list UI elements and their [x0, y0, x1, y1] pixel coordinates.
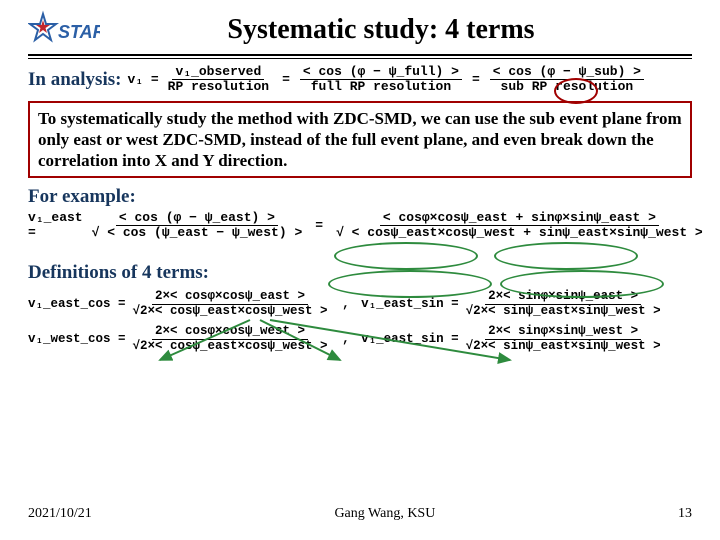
analysis-lhs: v₁ =	[127, 72, 158, 87]
analysis-frac-2: < cos (φ − ψ_full) > full RP resolution	[300, 65, 462, 95]
term2-lhs: v₁_east_sin =	[361, 297, 459, 311]
highlight-ellipse-sin1	[494, 242, 638, 270]
in-analysis-label: In analysis:	[28, 69, 121, 91]
term3-frac: 2×< cosφ×cosψ_west > √2×< cosψ_east×cosψ…	[130, 325, 331, 354]
rule-thin	[28, 58, 692, 59]
example-frac-1: < cos (φ − ψ_east) > √ < cos (ψ_east − ψ…	[89, 211, 306, 241]
slide-title: Systematic study: 4 terms	[70, 14, 692, 46]
highlight-ellipse-sin2	[500, 270, 664, 298]
highlight-ellipse-sub	[554, 78, 598, 104]
highlight-ellipse-cos2	[328, 270, 492, 298]
example-row: v₁_east = < cos (φ − ψ_east) > √ < cos (…	[28, 210, 692, 240]
example-frac-2: < cosφ×cosψ_east + sinφ×sinψ_east > √ < …	[333, 211, 706, 241]
terms-grid: v₁_east_cos = 2×< cosφ×cosψ_east > √2×< …	[28, 290, 692, 353]
example-lhs: v₁_east =	[28, 210, 83, 240]
term1-lhs: v₁_east_cos =	[28, 297, 126, 311]
equals-1: =	[282, 72, 290, 87]
equals-2: =	[472, 72, 480, 87]
svg-text:STAR: STAR	[58, 22, 100, 42]
callout-box: To systematically study the method with …	[28, 101, 692, 179]
term4-frac: 2×< sinφ×sinψ_west > √2×< sinψ_east×sinψ…	[463, 325, 664, 354]
equals-3: =	[315, 218, 323, 233]
for-example-label: For example:	[28, 186, 692, 208]
star-logo: STAR	[28, 10, 100, 50]
highlight-ellipse-cos1	[334, 242, 478, 270]
comma-1: ,	[335, 297, 358, 311]
comma-2: ,	[335, 332, 358, 346]
footer-page: 13	[678, 506, 692, 522]
term3-lhs: v₁_west_cos =	[28, 332, 126, 346]
footer: 2021/10/21 Gang Wang, KSU 13	[28, 506, 692, 522]
footer-author: Gang Wang, KSU	[334, 506, 435, 522]
rule-thick	[28, 54, 692, 56]
analysis-frac-1: v₁_observed RP resolution	[165, 65, 272, 95]
footer-date: 2021/10/21	[28, 506, 92, 522]
term1-frac: 2×< cosφ×cosψ_east > √2×< cosψ_east×cosψ…	[130, 290, 331, 319]
term4-lhs: v₁_east_sin =	[361, 332, 459, 346]
